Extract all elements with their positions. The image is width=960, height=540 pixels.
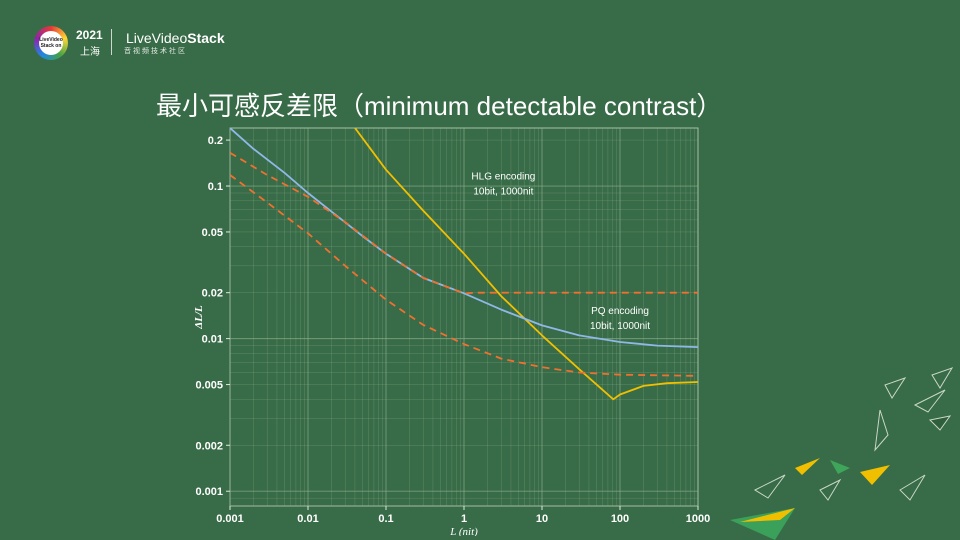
logo-text: LiveVideo Stack on [39, 31, 63, 55]
x-tick-label: 0.001 [216, 513, 244, 525]
x-tick-label: 0.1 [378, 513, 393, 525]
y-tick-label: 0.002 [195, 440, 223, 452]
y-tick-label: 0.01 [202, 334, 223, 346]
y-tick-label: 0.02 [202, 288, 223, 300]
header-divider [111, 29, 112, 55]
y-tick-label: 0.05 [202, 227, 223, 239]
slide-title: 最小可感反差限（minimum detectable contrast） [156, 91, 723, 121]
slide-header: LiveVideo Stack on 2021 上海 LiveVideoStac… [0, 0, 960, 80]
annotation-label: PQ encoding [591, 306, 649, 317]
brand-logo: LiveVideoStack [126, 30, 225, 46]
annotation-label: HLG encoding [471, 172, 535, 183]
contrast-chart: 0.001 0.01 0.1 1 10 100 1000 0.001 0.002 0.005 0.0… [193, 127, 710, 536]
conference-logo: LiveVideo Stack on [34, 26, 68, 60]
y-axis-label: ΔL/L [193, 305, 205, 330]
annotation-label: 10bit, 1000nit [473, 187, 533, 198]
series-line-pq [354, 128, 698, 401]
series-line-hlg [230, 152, 698, 295]
x-tick-label: 100 [611, 513, 629, 525]
x-tick-label: 0.01 [297, 513, 318, 525]
x-axis-label: L (nit) [449, 526, 478, 536]
event-year: 2021 [76, 28, 103, 42]
y-tick-label: 0.2 [208, 135, 223, 147]
x-tick-label: 1000 [686, 513, 710, 525]
event-city: 上海 [80, 47, 100, 58]
series-line-lower [230, 174, 698, 377]
x-tick-label: 1 [461, 513, 467, 525]
decorative-paper-planes [730, 367, 954, 540]
y-tick-label: 0.001 [195, 486, 223, 498]
y-tick-label: 0.005 [195, 380, 223, 392]
annotation-label: 10bit, 1000nit [590, 321, 650, 332]
brand-prefix: LiveVideo [126, 30, 188, 46]
y-tick-label: 0.1 [208, 181, 223, 193]
brand-suffix: Stack [187, 30, 225, 46]
x-tick-label: 10 [536, 513, 548, 525]
brand-subtitle: 音视频技术社区 [124, 48, 187, 55]
